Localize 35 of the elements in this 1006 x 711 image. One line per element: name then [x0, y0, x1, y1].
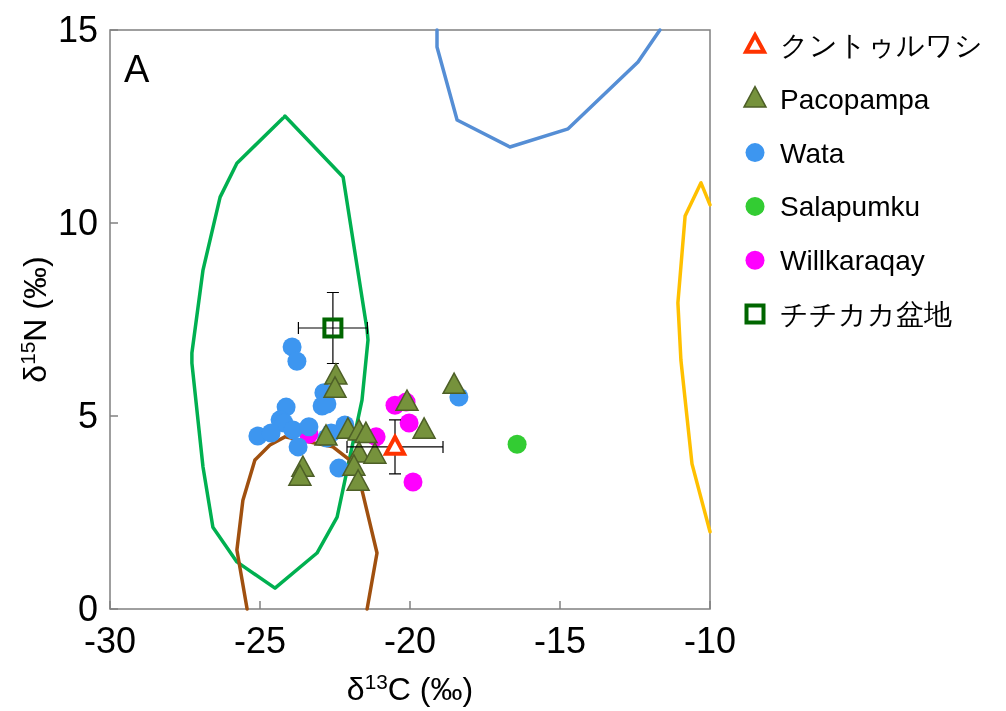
point — [299, 417, 319, 437]
point — [322, 317, 344, 339]
point — [261, 423, 281, 443]
legend-label: Salapumku — [780, 191, 921, 223]
legend-label: チチカカ盆地 — [780, 299, 952, 330]
annotation: A — [124, 48, 150, 90]
y-tick-label: 5 — [77, 395, 98, 436]
line-series — [190, 114, 370, 590]
point — [288, 437, 308, 457]
point — [399, 413, 419, 433]
legend-label: クントゥルワシ — [780, 30, 983, 61]
point — [288, 464, 312, 486]
point — [314, 423, 338, 446]
point — [287, 351, 307, 371]
x-tick-label: -10 — [683, 620, 737, 661]
legend-label: Pacopampa — [780, 83, 930, 115]
x-tick-label: -15 — [533, 620, 587, 661]
x-tick-label: -25 — [233, 620, 287, 661]
point — [346, 469, 370, 492]
point — [442, 372, 466, 395]
legend-label: Wata — [780, 137, 845, 169]
legend-label: Willkaraqay — [780, 245, 925, 277]
point — [384, 434, 406, 456]
line-series — [435, 28, 662, 149]
y-tick-label: 10 — [57, 202, 98, 243]
x-axis-title: δ$^{13}$C (‰) — [346, 669, 474, 707]
point — [354, 421, 378, 444]
point — [412, 417, 436, 439]
point — [403, 472, 423, 492]
y-tick-label: 15 — [57, 9, 98, 50]
point — [323, 376, 347, 398]
x-tick-label: -20 — [383, 620, 437, 661]
line-series — [676, 181, 712, 534]
point — [363, 442, 387, 464]
point — [283, 420, 303, 440]
